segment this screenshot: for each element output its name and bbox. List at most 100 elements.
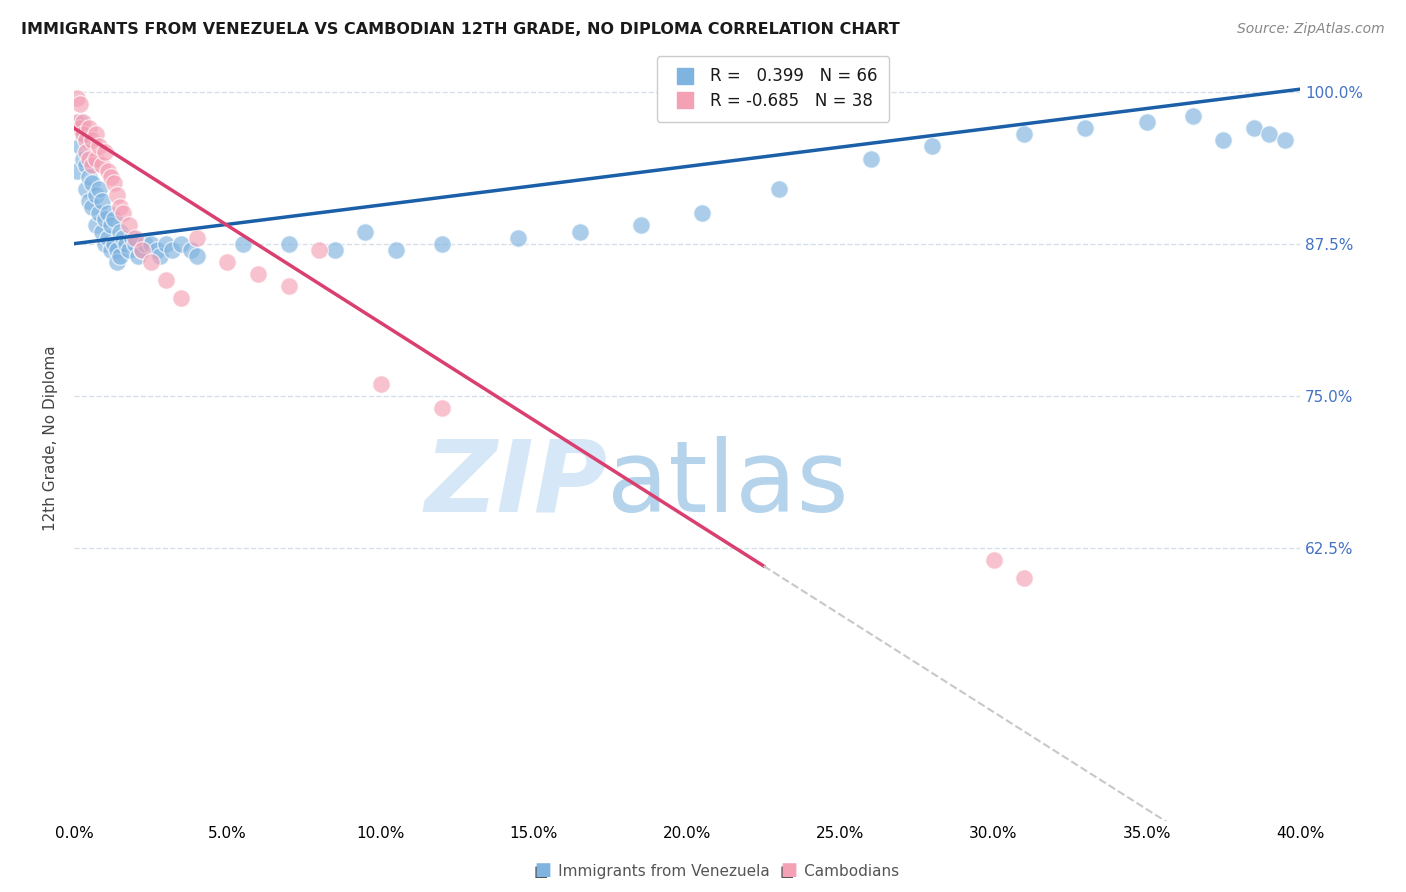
Text: ZIP: ZIP — [425, 436, 607, 533]
Point — [100, 169, 122, 184]
Point — [84, 219, 107, 233]
Point — [82, 200, 104, 214]
Point — [97, 206, 120, 220]
Point — [277, 279, 299, 293]
Point — [87, 206, 110, 220]
Point — [170, 236, 193, 251]
Point — [84, 152, 107, 166]
Legend: R =   0.399   N = 66, R = -0.685   N = 38: R = 0.399 N = 66, R = -0.685 N = 38 — [657, 56, 889, 122]
Point — [72, 127, 94, 141]
Point — [1012, 571, 1035, 585]
Text: ■: ■ — [780, 861, 797, 879]
Point — [155, 236, 177, 251]
Point — [112, 206, 135, 220]
Point — [1012, 127, 1035, 141]
Point — [692, 206, 714, 220]
Point — [79, 121, 101, 136]
Point — [108, 249, 131, 263]
Point — [75, 145, 97, 160]
Point — [84, 188, 107, 202]
Point — [121, 230, 143, 244]
Text: Source: ZipAtlas.com: Source: ZipAtlas.com — [1237, 22, 1385, 37]
Point — [1258, 127, 1281, 141]
Point — [84, 127, 107, 141]
Point — [385, 243, 408, 257]
Point — [93, 212, 115, 227]
Point — [921, 139, 943, 153]
Point — [186, 230, 208, 244]
Point — [146, 243, 169, 257]
Point — [430, 401, 453, 415]
Point — [323, 243, 346, 257]
Point — [1136, 115, 1159, 129]
Point — [568, 225, 591, 239]
Point — [75, 133, 97, 147]
Point — [630, 219, 652, 233]
Point — [180, 243, 202, 257]
Point — [72, 127, 94, 141]
Point — [105, 243, 128, 257]
Point — [100, 219, 122, 233]
Point — [124, 236, 146, 251]
Point — [69, 121, 91, 136]
Point — [308, 243, 330, 257]
Point — [105, 188, 128, 202]
Point — [217, 255, 239, 269]
Point — [1274, 133, 1296, 147]
Point — [103, 212, 125, 227]
Point — [90, 158, 112, 172]
Point — [232, 236, 254, 251]
Point — [72, 115, 94, 129]
Point — [93, 236, 115, 251]
Point — [97, 230, 120, 244]
Point — [87, 139, 110, 153]
Point — [103, 236, 125, 251]
Point — [139, 255, 162, 269]
Point — [508, 230, 530, 244]
Point — [118, 243, 141, 257]
Point — [1243, 121, 1265, 136]
Point — [370, 376, 392, 391]
Point — [108, 225, 131, 239]
Point — [354, 225, 377, 239]
Point — [1212, 133, 1234, 147]
Point — [79, 152, 101, 166]
Text: ■: ■ — [534, 861, 551, 879]
Point — [79, 169, 101, 184]
Point — [69, 115, 91, 129]
Point — [131, 243, 153, 257]
Point — [430, 236, 453, 251]
Point — [66, 115, 89, 129]
Point — [108, 200, 131, 214]
Point — [82, 176, 104, 190]
Point — [859, 152, 882, 166]
Point — [1074, 121, 1097, 136]
Point — [75, 182, 97, 196]
Point — [100, 243, 122, 257]
Point — [186, 249, 208, 263]
Point — [115, 236, 138, 251]
Point — [105, 255, 128, 269]
Point — [82, 158, 104, 172]
Point — [246, 267, 269, 281]
Point — [69, 139, 91, 153]
Point — [127, 249, 149, 263]
Point — [155, 273, 177, 287]
Point — [79, 194, 101, 208]
Point — [160, 243, 183, 257]
Text: ■  Cambodians: ■ Cambodians — [780, 863, 900, 879]
Point — [97, 163, 120, 178]
Point — [90, 225, 112, 239]
Point — [139, 236, 162, 251]
Point — [170, 292, 193, 306]
Point — [75, 158, 97, 172]
Point — [90, 194, 112, 208]
Point — [1181, 109, 1204, 123]
Point — [277, 236, 299, 251]
Point — [768, 182, 790, 196]
Point — [103, 176, 125, 190]
Text: atlas: atlas — [607, 436, 849, 533]
Point — [66, 91, 89, 105]
Point — [93, 145, 115, 160]
Point — [131, 243, 153, 257]
